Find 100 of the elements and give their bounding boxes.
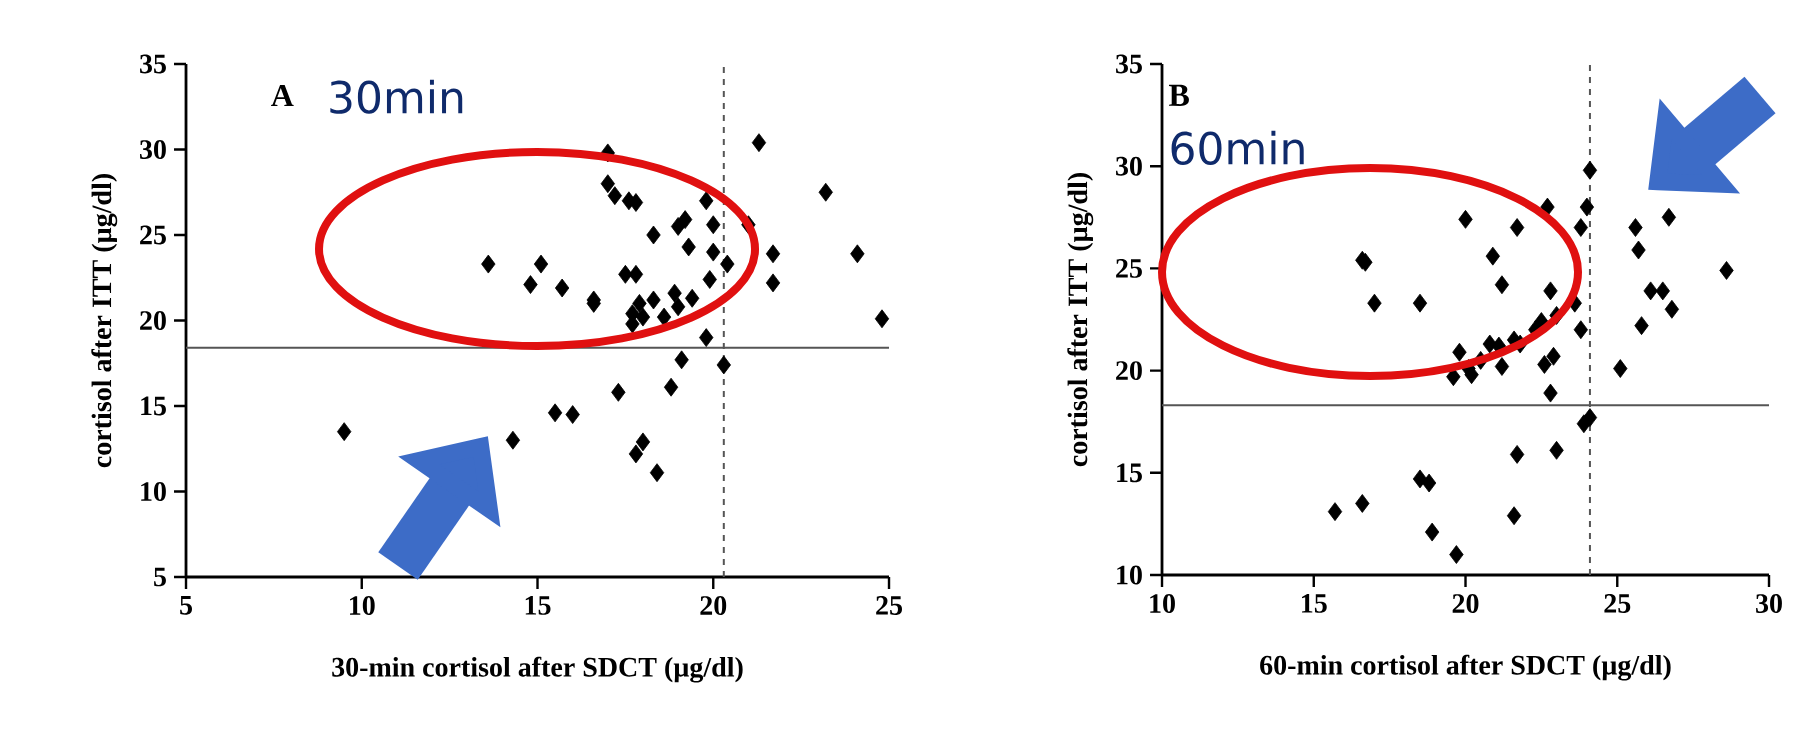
point	[1449, 545, 1464, 564]
point	[1494, 275, 1510, 295]
point	[1452, 342, 1467, 362]
point	[1458, 209, 1473, 229]
y-tick-label: 30	[1116, 156, 1142, 176]
point	[699, 191, 714, 211]
point	[1631, 240, 1646, 260]
point	[632, 294, 647, 313]
point	[706, 242, 721, 262]
point	[554, 278, 570, 298]
point	[670, 297, 686, 317]
point	[547, 403, 563, 423]
point	[1543, 281, 1558, 301]
y-tick-label: 20	[140, 311, 166, 330]
x-axis-title: 60-min cortisol after SDCT (µg/dl)	[1260, 654, 1671, 681]
point	[1655, 281, 1670, 301]
point	[685, 288, 700, 308]
point	[850, 244, 865, 264]
point	[1643, 281, 1658, 301]
y-tick-label: 25	[1116, 259, 1142, 278]
y-tick-label: 25	[140, 225, 166, 245]
point	[1719, 261, 1734, 280]
point	[1537, 355, 1552, 374]
point	[600, 174, 615, 194]
x-tick-label: 15	[525, 596, 551, 615]
y-axis-title: cortisol after ITT (µg/dl)	[91, 174, 118, 468]
point	[1540, 197, 1555, 217]
point	[674, 350, 689, 370]
y-tick-label: 15	[141, 396, 166, 416]
y-tick-label: 20	[1116, 361, 1142, 381]
point	[635, 307, 651, 327]
x-tick-label: 10	[1150, 594, 1175, 613]
point	[611, 382, 626, 402]
annotation: 30min	[330, 79, 463, 114]
point	[1634, 316, 1649, 336]
point	[751, 133, 767, 153]
point	[1543, 383, 1558, 403]
point	[1494, 357, 1510, 376]
x-axis-title: 30-min cortisol after SDCT (µg/dl)	[332, 656, 743, 683]
point	[1546, 346, 1561, 366]
y-tick-label: 5	[154, 567, 166, 587]
point	[1579, 197, 1595, 217]
point	[765, 244, 781, 264]
y-tick-label: 35	[140, 54, 166, 74]
x-tick-label: 10	[350, 596, 375, 615]
point	[1421, 473, 1437, 493]
point	[1628, 218, 1643, 237]
point	[1573, 218, 1588, 237]
point	[1506, 506, 1522, 526]
point	[1355, 494, 1370, 513]
point	[618, 264, 633, 284]
point	[1485, 246, 1500, 266]
point	[1613, 359, 1628, 378]
x-tick-label: 25	[1604, 594, 1631, 613]
point	[702, 270, 717, 289]
x-tick-label: 15	[1302, 594, 1327, 613]
point	[716, 355, 731, 375]
point	[1549, 440, 1564, 460]
x-tick-label: 25	[876, 596, 902, 615]
point	[677, 210, 693, 230]
x-tick-label: 20	[700, 596, 727, 615]
point	[699, 328, 714, 347]
y-tick-label: 10	[1117, 565, 1142, 585]
point	[765, 273, 781, 293]
point	[667, 283, 682, 303]
point	[649, 463, 665, 483]
point	[1327, 502, 1343, 522]
point	[565, 405, 580, 424]
x-tick-label: 5	[180, 596, 192, 615]
y-axis-title: cortisol after ITT (µg/dl)	[1067, 173, 1094, 467]
annotation: 60min	[1171, 130, 1304, 165]
point	[1412, 293, 1428, 313]
point	[1582, 408, 1598, 428]
annotation: B	[1169, 84, 1189, 106]
point	[523, 275, 538, 294]
point	[1664, 299, 1680, 319]
x-tick-label: 20	[1452, 594, 1479, 613]
y-tick-label: 10	[141, 482, 166, 501]
point	[628, 264, 644, 284]
point	[481, 254, 496, 274]
point	[505, 430, 521, 450]
point	[818, 182, 833, 202]
point	[1509, 445, 1525, 464]
point	[874, 309, 890, 329]
point	[337, 422, 352, 442]
point	[607, 186, 622, 206]
point	[628, 444, 644, 464]
point	[720, 254, 735, 274]
point	[1573, 320, 1588, 340]
x-tick-label: 30	[1756, 594, 1782, 613]
y-tick-label: 35	[1116, 54, 1142, 74]
point	[1367, 293, 1382, 313]
point	[663, 377, 679, 397]
point	[533, 254, 549, 274]
point	[1661, 207, 1676, 227]
annotation: A	[271, 84, 294, 107]
point	[1509, 218, 1525, 237]
point	[681, 237, 696, 257]
point	[635, 432, 651, 452]
point	[1582, 160, 1598, 180]
